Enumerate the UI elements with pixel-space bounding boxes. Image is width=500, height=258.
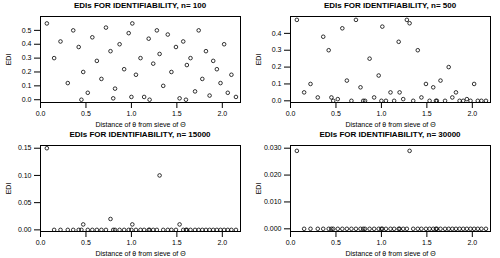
svg-text:1.5: 1.5 [172, 110, 182, 117]
html-text:EDIs FOR IDENTIFIABILITY, n= 3: EDIs FOR IDENTIFIABILITY, n= 30000 [319, 130, 461, 139]
svg-text:2.0: 2.0 [467, 110, 477, 117]
svg-text:1.5: 1.5 [172, 239, 182, 246]
svg-text:0.030: 0.030 [264, 144, 282, 151]
svg-text:0.05: 0.05 [18, 199, 32, 206]
svg-text:2.0: 2.0 [217, 110, 227, 117]
svg-text:0.5: 0.5 [331, 239, 341, 246]
svg-text:0.0: 0.0 [272, 97, 282, 104]
svg-text:0.15: 0.15 [18, 144, 32, 151]
svg-text:0.2: 0.2 [272, 63, 282, 70]
svg-text:0.0: 0.0 [286, 110, 296, 117]
svg-text:0.0: 0.0 [22, 96, 32, 103]
svg-text:0.2: 0.2 [22, 68, 32, 75]
svg-text:1.5: 1.5 [422, 110, 432, 117]
svg-text:Distance of θ from sieve of Θ: Distance of θ from sieve of Θ [345, 121, 436, 128]
html-text:EDIs FOR IDENTIFIABILITY, n= 1: EDIs FOR IDENTIFIABILITY, n= 100 [73, 1, 207, 10]
svg-text:1.0: 1.0 [127, 110, 137, 117]
svg-text:0.5: 0.5 [331, 110, 341, 117]
svg-text:Distance of θ from sieve of Θ: Distance of θ from sieve of Θ [345, 250, 436, 257]
svg-text:0.000: 0.000 [264, 225, 282, 232]
svg-text:0.0: 0.0 [286, 239, 296, 246]
svg-text:2.0: 2.0 [467, 239, 477, 246]
svg-text:0.010: 0.010 [264, 198, 282, 205]
svg-text:EDI: EDI [255, 54, 262, 66]
svg-text:EDI: EDI [5, 54, 12, 66]
svg-text:1.0: 1.0 [127, 239, 137, 246]
svg-text:0.5: 0.5 [22, 27, 32, 34]
svg-text:0.5: 0.5 [81, 110, 91, 117]
svg-text:0.1: 0.1 [22, 82, 32, 89]
svg-text:0.3: 0.3 [22, 54, 32, 61]
svg-text:Distance of θ from sieve of Θ: Distance of θ from sieve of Θ [95, 250, 186, 257]
svg-text:0.5: 0.5 [81, 239, 91, 246]
html-text:EDIs FOR IDENTIFIABILITY, n= 1: EDIs FOR IDENTIFIABILITY, n= 15000 [69, 130, 211, 139]
svg-text:0.1: 0.1 [272, 80, 282, 87]
svg-text:0.3: 0.3 [272, 46, 282, 53]
svg-text:0.10: 0.10 [18, 172, 32, 179]
svg-text:0.4: 0.4 [22, 40, 32, 47]
svg-text:0.020: 0.020 [264, 171, 282, 178]
svg-text:0.4: 0.4 [272, 30, 282, 37]
svg-text:1.5: 1.5 [422, 239, 432, 246]
svg-text:0.00: 0.00 [18, 226, 32, 233]
svg-text:2.0: 2.0 [217, 239, 227, 246]
svg-text:0.0: 0.0 [36, 110, 46, 117]
svg-text:EDI: EDI [255, 183, 262, 195]
svg-text:EDI: EDI [5, 183, 12, 195]
svg-text:Distance of θ from sieve of Θ: Distance of θ from sieve of Θ [95, 121, 186, 128]
svg-text:1.0: 1.0 [377, 110, 387, 117]
html-text:EDIs FOR IDENTIFIABILITY, n= 5: EDIs FOR IDENTIFIABILITY, n= 500 [323, 1, 457, 10]
svg-text:1.0: 1.0 [377, 239, 387, 246]
svg-text:0.0: 0.0 [36, 239, 46, 246]
